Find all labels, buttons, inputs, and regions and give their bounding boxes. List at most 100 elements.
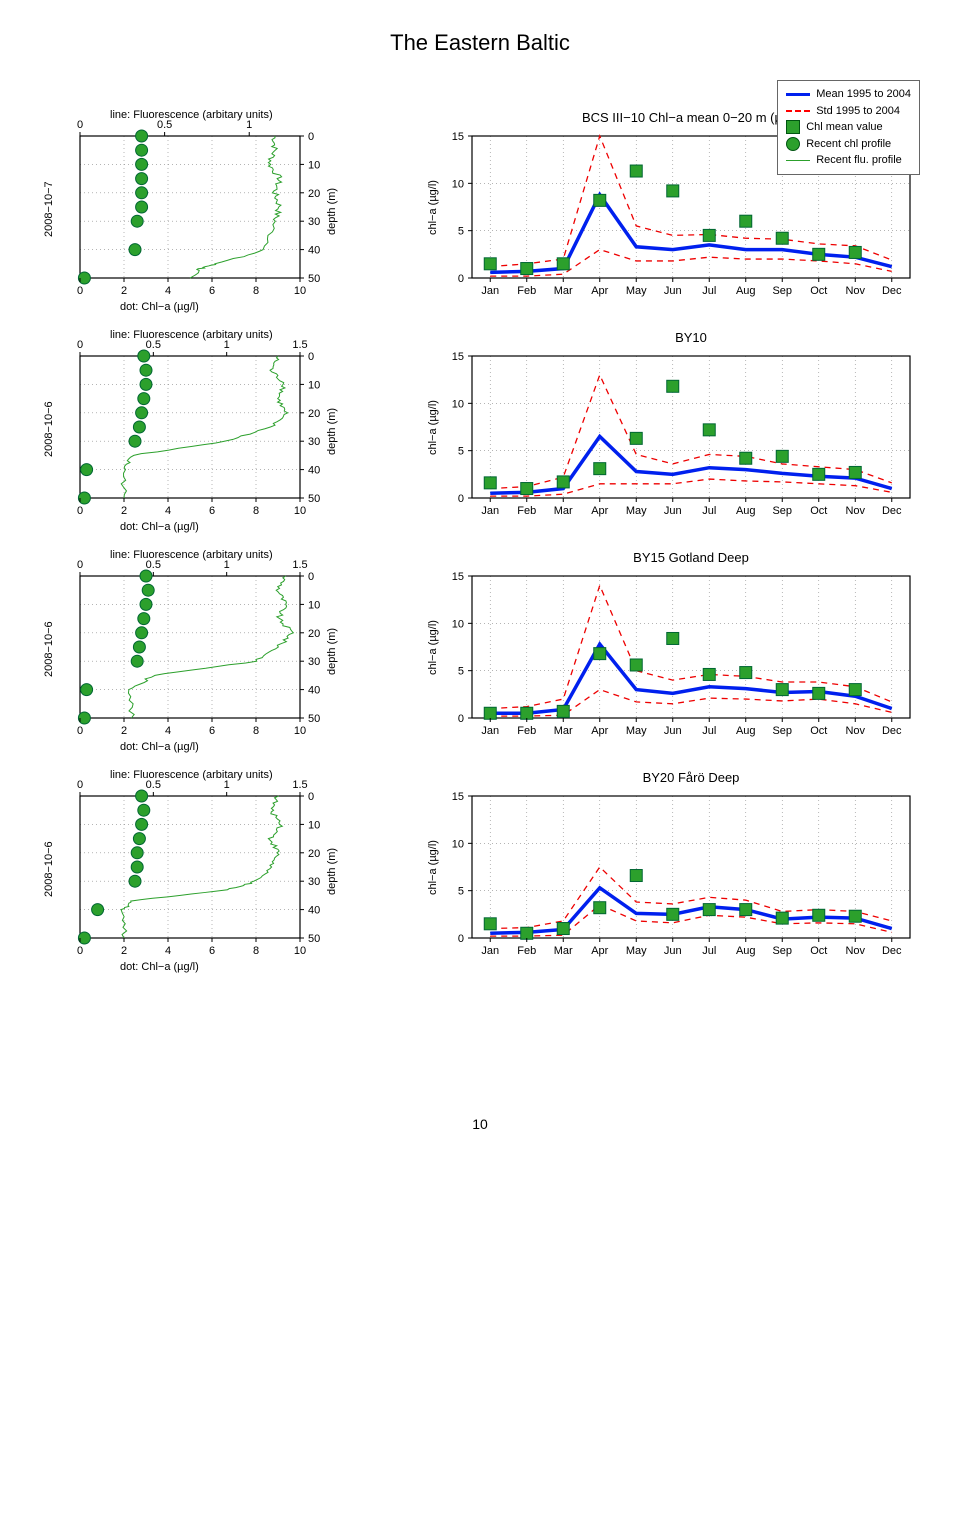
svg-text:depth (m): depth (m)	[326, 188, 338, 235]
svg-text:Nov: Nov	[845, 945, 865, 957]
page-number: 10	[40, 1116, 920, 1132]
svg-text:50: 50	[308, 713, 320, 725]
svg-text:0: 0	[77, 945, 83, 957]
svg-text:Jun: Jun	[664, 725, 682, 737]
svg-text:Jul: Jul	[702, 725, 716, 737]
svg-text:8: 8	[253, 945, 259, 957]
svg-text:BY10: BY10	[675, 330, 707, 345]
svg-text:Sep: Sep	[772, 945, 792, 957]
svg-text:6: 6	[209, 505, 215, 517]
svg-text:line: Fluorescence (arbitary u: line: Fluorescence (arbitary units)	[110, 329, 273, 341]
svg-text:May: May	[626, 505, 647, 517]
svg-text:8: 8	[253, 285, 259, 297]
svg-text:0: 0	[77, 779, 83, 791]
svg-text:Feb: Feb	[517, 505, 536, 517]
svg-text:6: 6	[209, 285, 215, 297]
svg-text:0: 0	[458, 713, 464, 725]
svg-text:Dec: Dec	[882, 725, 902, 737]
svg-text:10: 10	[452, 178, 464, 190]
svg-text:4: 4	[165, 505, 171, 517]
svg-text:Feb: Feb	[517, 945, 536, 957]
svg-text:Jan: Jan	[481, 505, 499, 517]
svg-text:Dec: Dec	[882, 505, 902, 517]
svg-text:30: 30	[308, 216, 320, 228]
svg-text:Oct: Oct	[810, 285, 827, 297]
svg-text:depth (m): depth (m)	[326, 628, 338, 675]
svg-text:15: 15	[452, 351, 464, 363]
svg-text:Apr: Apr	[591, 945, 608, 957]
legend-std: Std 1995 to 2004	[816, 103, 900, 120]
svg-text:chl−a (µg/l): chl−a (µg/l)	[427, 840, 439, 895]
svg-text:50: 50	[308, 273, 320, 285]
svg-text:15: 15	[452, 571, 464, 583]
profile-chart: 00.511.5024681001020304050line: Fluoresc…	[40, 326, 340, 536]
svg-text:0: 0	[308, 131, 314, 143]
svg-text:Oct: Oct	[810, 945, 827, 957]
svg-text:2: 2	[121, 945, 127, 957]
svg-text:Aug: Aug	[736, 945, 756, 957]
timeseries-chart: 051015JanFebMarAprMayJunJulAugSepOctNovD…	[420, 546, 920, 756]
svg-text:Dec: Dec	[882, 945, 902, 957]
svg-text:50: 50	[308, 493, 320, 505]
svg-text:Apr: Apr	[591, 725, 608, 737]
svg-text:Oct: Oct	[810, 725, 827, 737]
svg-text:15: 15	[452, 791, 464, 803]
svg-text:May: May	[626, 725, 647, 737]
svg-text:Mar: Mar	[554, 945, 573, 957]
legend: Mean 1995 to 2004 Std 1995 to 2004 Chl m…	[777, 80, 920, 175]
svg-text:10: 10	[294, 505, 306, 517]
svg-text:4: 4	[165, 945, 171, 957]
legend-chl-sq: Chl mean value	[806, 119, 882, 136]
svg-text:Mar: Mar	[554, 505, 573, 517]
svg-text:0: 0	[77, 559, 83, 571]
svg-text:0: 0	[458, 933, 464, 945]
svg-text:0: 0	[308, 351, 314, 363]
svg-text:Sep: Sep	[772, 505, 792, 517]
legend-flu: Recent flu. profile	[816, 152, 902, 169]
svg-text:Jan: Jan	[481, 725, 499, 737]
svg-text:0: 0	[77, 505, 83, 517]
svg-text:2008−10−7: 2008−10−7	[43, 181, 55, 237]
profile-chart: 00.511.5024681001020304050line: Fluoresc…	[40, 766, 340, 976]
svg-text:1.5: 1.5	[292, 779, 307, 791]
svg-text:10: 10	[294, 285, 306, 297]
svg-text:0: 0	[77, 119, 83, 131]
profile-chart: 00.511.5024681001020304050line: Fluoresc…	[40, 546, 340, 756]
svg-text:Aug: Aug	[736, 285, 756, 297]
svg-text:1.5: 1.5	[292, 559, 307, 571]
svg-text:depth (m): depth (m)	[326, 848, 338, 895]
timeseries-chart: 051015JanFebMarAprMayJunJulAugSepOctNovD…	[420, 766, 920, 976]
svg-text:10: 10	[452, 838, 464, 850]
svg-text:2: 2	[121, 505, 127, 517]
svg-text:10: 10	[294, 945, 306, 957]
svg-text:10: 10	[308, 379, 320, 391]
svg-text:0: 0	[77, 285, 83, 297]
svg-text:10: 10	[452, 618, 464, 630]
svg-text:30: 30	[308, 876, 320, 888]
svg-text:0: 0	[458, 273, 464, 285]
svg-text:Jul: Jul	[702, 505, 716, 517]
svg-text:15: 15	[452, 131, 464, 143]
svg-text:40: 40	[308, 465, 320, 477]
svg-text:Jun: Jun	[664, 505, 682, 517]
svg-text:dot: Chl−a (µg/l): dot: Chl−a (µg/l)	[120, 521, 199, 533]
svg-text:2008−10−6: 2008−10−6	[43, 401, 55, 457]
svg-text:10: 10	[294, 725, 306, 737]
svg-text:20: 20	[308, 848, 320, 860]
svg-text:40: 40	[308, 685, 320, 697]
svg-text:2008−10−6: 2008−10−6	[43, 841, 55, 897]
svg-text:Jul: Jul	[702, 945, 716, 957]
svg-text:40: 40	[308, 905, 320, 917]
svg-text:dot: Chl−a (µg/l): dot: Chl−a (µg/l)	[120, 301, 199, 313]
svg-text:dot: Chl−a (µg/l): dot: Chl−a (µg/l)	[120, 961, 199, 973]
svg-text:Sep: Sep	[772, 285, 792, 297]
svg-text:10: 10	[308, 159, 320, 171]
legend-mean: Mean 1995 to 2004	[816, 86, 911, 103]
svg-text:5: 5	[458, 226, 464, 238]
svg-text:30: 30	[308, 656, 320, 668]
svg-text:Dec: Dec	[882, 285, 902, 297]
svg-text:Feb: Feb	[517, 285, 536, 297]
svg-text:1.5: 1.5	[292, 339, 307, 351]
svg-text:May: May	[626, 945, 647, 957]
svg-text:Mar: Mar	[554, 725, 573, 737]
